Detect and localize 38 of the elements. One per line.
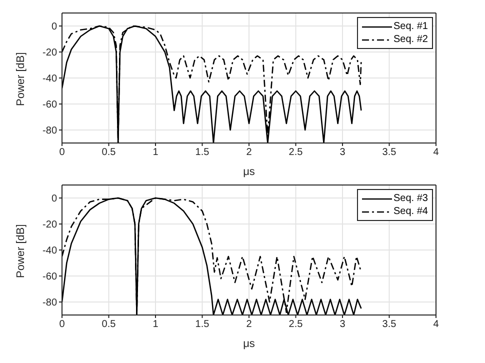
legend-label: Seq. #4 bbox=[394, 205, 428, 218]
y-tick-label: -40 bbox=[42, 74, 58, 85]
y-tick-label: -40 bbox=[42, 246, 58, 257]
y-tick-label: -80 bbox=[42, 298, 58, 309]
y-tick-label: -60 bbox=[42, 100, 58, 111]
y-tick-label: -80 bbox=[42, 126, 58, 137]
y-axis-title: Power [dB] bbox=[14, 52, 27, 106]
x-axis-title: μs bbox=[243, 338, 256, 350]
x-tick-label: 3 bbox=[340, 147, 346, 158]
legend-label: Seq. #2 bbox=[394, 33, 428, 46]
x-tick-label: 4 bbox=[433, 147, 440, 158]
x-tick-label: 0 bbox=[59, 147, 66, 158]
x-tick-label: 2.5 bbox=[288, 147, 304, 158]
x-tick-label: 2 bbox=[246, 147, 252, 158]
legend-label: Seq. #3 bbox=[394, 192, 428, 205]
x-tick-label: 0.5 bbox=[102, 147, 116, 158]
y-tick-label: -60 bbox=[42, 272, 58, 283]
y-tick-label: 0 bbox=[51, 194, 58, 205]
x-tick-label: 1 bbox=[152, 147, 159, 158]
x-tick-label: 1.5 bbox=[195, 147, 210, 158]
x-tick-label: 3 bbox=[340, 319, 346, 330]
x-tick-label: 1.5 bbox=[195, 319, 210, 330]
x-tick-label: 2.5 bbox=[288, 319, 304, 330]
y-tick-label: 0 bbox=[51, 22, 58, 33]
line-series bbox=[62, 197, 362, 315]
x-tick-label: 0 bbox=[59, 319, 66, 330]
x-tick-label: 0.5 bbox=[102, 319, 116, 330]
y-axis-title: Power [dB] bbox=[14, 224, 27, 278]
legend-label: Seq. #1 bbox=[394, 20, 428, 33]
x-tick-label: 2 bbox=[246, 319, 252, 330]
x-axis-title: μs bbox=[243, 166, 256, 178]
line-series bbox=[62, 25, 362, 143]
y-tick-label: -20 bbox=[42, 220, 58, 231]
x-tick-label: 3.5 bbox=[382, 319, 397, 330]
x-tick-label: 1 bbox=[152, 319, 159, 330]
y-tick-label: -20 bbox=[42, 48, 58, 59]
x-tick-label: 4 bbox=[433, 319, 440, 330]
x-tick-label: 3.5 bbox=[382, 147, 397, 158]
